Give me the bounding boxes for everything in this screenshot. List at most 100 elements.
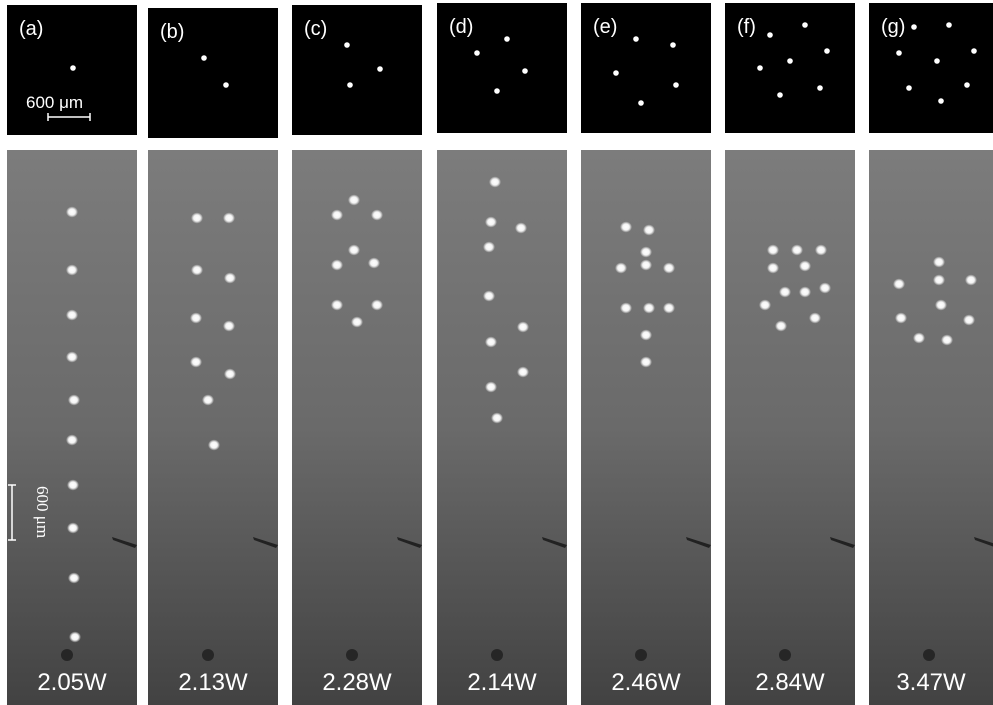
particle	[809, 313, 821, 324]
particle	[640, 247, 652, 258]
particle	[208, 440, 220, 451]
particle	[368, 258, 380, 269]
power-label: 2.05W	[37, 669, 107, 696]
particle	[377, 66, 383, 72]
particle	[779, 287, 791, 298]
particle	[638, 100, 644, 106]
particle	[191, 213, 203, 224]
particle	[777, 92, 783, 98]
particle	[613, 70, 619, 76]
particle	[202, 395, 214, 406]
particle	[640, 330, 652, 341]
particle	[491, 413, 503, 424]
particle	[896, 50, 902, 56]
particle	[223, 213, 235, 224]
particle	[223, 321, 235, 332]
particle	[757, 65, 763, 71]
particle	[615, 263, 627, 274]
power-label: 3.47W	[896, 669, 966, 696]
figure: (a)2.05W(b)2.13W(c)2.28W(d)2.14W(e)2.46W…	[0, 0, 993, 705]
particle	[938, 98, 944, 104]
particle	[485, 217, 497, 228]
particle	[815, 245, 827, 256]
particle	[191, 265, 203, 276]
particle	[663, 303, 675, 314]
particle	[66, 207, 78, 218]
particle	[767, 263, 779, 274]
particle	[504, 36, 510, 42]
particle	[911, 24, 917, 30]
particle	[485, 337, 497, 348]
particle	[224, 369, 236, 380]
power-label: 2.14W	[467, 669, 537, 696]
particle	[633, 36, 639, 42]
defect	[61, 649, 73, 661]
particle	[474, 50, 480, 56]
particle	[643, 303, 655, 314]
particle	[68, 395, 80, 406]
particle	[371, 210, 383, 221]
particle	[893, 279, 905, 290]
particle	[663, 263, 675, 274]
particle	[640, 260, 652, 271]
particle	[348, 195, 360, 206]
particle	[620, 303, 632, 314]
particle	[787, 58, 793, 64]
particle	[767, 32, 773, 38]
panel-label: (a)	[19, 18, 43, 40]
particle	[483, 242, 495, 253]
power-label: 2.46W	[611, 669, 681, 696]
particle	[223, 82, 229, 88]
particle	[69, 632, 81, 643]
particle	[941, 335, 953, 346]
particle	[670, 42, 676, 48]
defect	[779, 649, 791, 661]
particle	[799, 287, 811, 298]
particle	[643, 225, 655, 236]
scale-bar-label: 600 μm	[33, 486, 52, 538]
defect	[491, 649, 503, 661]
particle	[640, 357, 652, 368]
particle	[964, 82, 970, 88]
particle	[935, 300, 947, 311]
side-image	[725, 150, 855, 705]
particle	[331, 260, 343, 271]
particle	[965, 275, 977, 286]
defect	[635, 649, 647, 661]
particle	[347, 82, 353, 88]
particle	[515, 223, 527, 234]
panel-label: (b)	[160, 21, 184, 43]
particle	[802, 22, 808, 28]
particle	[933, 257, 945, 268]
defect	[923, 649, 935, 661]
panel-label: (c)	[304, 18, 327, 40]
particle	[331, 210, 343, 221]
particle	[673, 82, 679, 88]
side-image	[437, 150, 567, 705]
particle	[824, 48, 830, 54]
particle	[66, 265, 78, 276]
particle	[348, 245, 360, 256]
particle	[331, 300, 343, 311]
particle	[66, 310, 78, 321]
particle	[819, 283, 831, 294]
defect	[202, 649, 214, 661]
particle	[344, 42, 350, 48]
particle	[517, 367, 529, 378]
particle	[933, 275, 945, 286]
particle	[913, 333, 925, 344]
particle	[494, 88, 500, 94]
particle	[963, 315, 975, 326]
particle	[817, 85, 823, 91]
particle	[759, 300, 771, 311]
particle	[224, 273, 236, 284]
panel-label: (g)	[881, 16, 905, 38]
panel-label: (d)	[449, 16, 473, 38]
particle	[620, 222, 632, 233]
particle	[67, 523, 79, 534]
side-image	[292, 150, 422, 705]
particle	[767, 245, 779, 256]
particle	[517, 322, 529, 333]
particle	[895, 313, 907, 324]
power-label: 2.28W	[322, 669, 392, 696]
